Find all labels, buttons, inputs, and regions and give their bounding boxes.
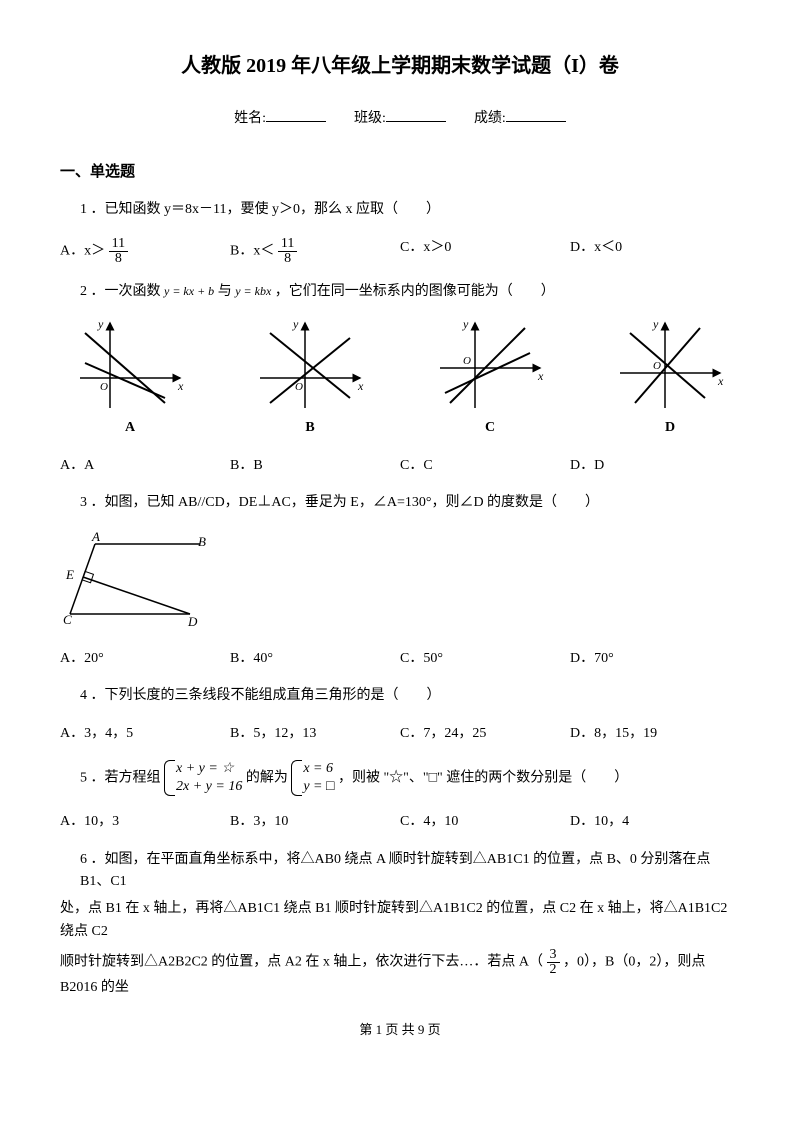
q2-optA: A．A	[60, 455, 230, 477]
q1-optA: A．x＞ 118	[60, 237, 230, 266]
q4-text: 4 ．下列长度的三条线段不能组成直角三角形的是（ ）	[80, 685, 740, 707]
class-label: 班级:	[354, 111, 386, 126]
q5-optA: A．10，3	[60, 811, 230, 833]
svg-text:O: O	[100, 381, 108, 393]
svg-text:x: x	[717, 374, 724, 388]
graph-D: x y O D	[610, 318, 730, 439]
q2-mid: 与	[218, 284, 232, 299]
frac-den: 8	[109, 252, 128, 266]
q1-optB-prefix: B．x＜	[230, 244, 274, 259]
q3-optD: D．70°	[570, 648, 740, 670]
q2-optC: C．C	[400, 455, 570, 477]
graph-B: x y O B	[250, 318, 370, 439]
q1-text: 1 ．已知函数 y＝8x－11，要使 y＞0，那么 x 应取（ ）	[80, 199, 740, 221]
q2-options: A．A B．B C．C D．D	[60, 455, 740, 477]
q5-brace1: x + y = ☆ 2x + y = 16	[164, 760, 242, 796]
q3-figure: A B C D E	[60, 529, 740, 637]
class-blank	[386, 107, 446, 122]
q4-optC: C．7，24，25	[400, 723, 570, 745]
q2-eq2: y = kbx	[235, 284, 271, 298]
q5-optD: D．10，4	[570, 811, 740, 833]
q4-optD: D．8，15，19	[570, 723, 740, 745]
q2-optB: B．B	[230, 455, 400, 477]
score-label: 成绩:	[474, 111, 506, 126]
q6-frac: 32	[547, 948, 560, 977]
q1-optC: C．x＞0	[400, 237, 570, 266]
q4-optB: B．5，12，13	[230, 723, 400, 745]
pt-D: D	[187, 614, 198, 629]
q6-line2: 处，点 B1 在 x 轴上，再将△AB1C1 绕点 B1 顺时针旋转到△A1B1…	[60, 898, 740, 943]
q5-brace2: x = 6 y = □	[291, 760, 334, 796]
q6-l3-pre: 顺时针旋转到△A2B2C2 的位置，点 A2 在 x 轴上，依次进行下去…．若点…	[60, 955, 543, 970]
svg-text:y: y	[652, 317, 659, 331]
q5-b2-l1: x = 6	[303, 760, 334, 778]
svg-text:y: y	[292, 317, 299, 331]
q1-optB-frac: 118	[278, 237, 297, 266]
q5-b1-l2: 2x + y = 16	[176, 778, 242, 796]
page-footer: 第 1 页 共 9 页	[60, 1020, 740, 1041]
student-info-row: 姓名: 班级: 成绩:	[60, 107, 740, 130]
q3-optB: B．40°	[230, 648, 400, 670]
q1-optB: B．x＜ 118	[230, 237, 400, 266]
svg-text:y: y	[462, 317, 469, 331]
svg-text:x: x	[537, 369, 544, 383]
q5-options: A．10，3 B．3，10 C．4，10 D．10，4	[60, 811, 740, 833]
q4-options: A．3，4，5 B．5，12，13 C．7，24，25 D．8，15，19	[60, 723, 740, 745]
pt-A: A	[91, 529, 100, 544]
frac-num: 11	[278, 237, 297, 252]
q1-optD: D．x＜0	[570, 237, 740, 266]
svg-text:O: O	[463, 355, 471, 367]
q2-graphs: x y O A x y O B	[70, 318, 730, 439]
graph-B-label: B	[250, 417, 370, 439]
section-heading: 一、单选题	[60, 160, 740, 184]
q3-optA: A．20°	[60, 648, 230, 670]
q5-b2-l2: y = □	[303, 778, 334, 796]
q2-eq1: y = kx + b	[164, 284, 214, 298]
score-blank	[506, 107, 566, 122]
q5-text: 5 ．若方程组 x + y = ☆ 2x + y = 16 的解为 x = 6 …	[80, 760, 740, 796]
q2-optD: D．D	[570, 455, 740, 477]
q6-line1: 6 ．如图，在平面直角坐标系中，将△AB0 绕点 A 顺时针旋转到△AB1C1 …	[80, 849, 740, 894]
svg-text:O: O	[653, 360, 661, 372]
graph-C: x y O C	[430, 318, 550, 439]
name-blank	[266, 107, 326, 122]
q4-optA: A．3，4，5	[60, 723, 230, 745]
q5-pre: 5 ．若方程组	[80, 770, 161, 785]
frac-num: 11	[109, 237, 128, 252]
q3-text: 3 ．如图，已知 AB//CD，DE⊥AC，垂足为 E，∠A=130°，则∠D …	[80, 492, 740, 514]
q6-line3: 顺时针旋转到△A2B2C2 的位置，点 A2 在 x 轴上，依次进行下去…．若点…	[60, 948, 740, 999]
q2-post: ，它们在同一坐标系内的图像可能为（ ）	[275, 284, 555, 299]
q1-options: A．x＞ 118 B．x＜ 118 C．x＞0 D．x＜0	[60, 237, 740, 266]
svg-text:x: x	[357, 379, 364, 393]
pt-B: B	[198, 534, 206, 549]
graph-A: x y O A	[70, 318, 190, 439]
q5-optB: B．3，10	[230, 811, 400, 833]
q3-options: A．20° B．40° C．50° D．70°	[60, 648, 740, 670]
q3-optC: C．50°	[400, 648, 570, 670]
graph-C-label: C	[430, 417, 550, 439]
pt-E: E	[65, 567, 74, 582]
name-label: 姓名:	[234, 111, 266, 126]
q5-post: ，则被 "☆"、"□" 遮住的两个数分别是（ ）	[338, 770, 628, 785]
q5-b1-l1: x + y = ☆	[176, 760, 242, 778]
svg-text:x: x	[177, 379, 184, 393]
q5-optC: C．4，10	[400, 811, 570, 833]
page-cur: 1	[376, 1022, 383, 1037]
q2-pre: 2 ．一次函数	[80, 284, 161, 299]
graph-D-label: D	[610, 417, 730, 439]
q2-text: 2 ．一次函数 y = kx + b 与 y = kbx ，它们在同一坐标系内的…	[80, 281, 740, 303]
page-total: 9	[418, 1022, 425, 1037]
page-title: 人教版 2019 年八年级上学期期末数学试题（I）卷	[60, 50, 740, 82]
pt-C: C	[63, 612, 72, 627]
q1-optA-frac: 118	[109, 237, 128, 266]
svg-text:y: y	[97, 317, 104, 331]
frac-den: 2	[547, 963, 560, 977]
frac-num: 3	[547, 948, 560, 963]
q5-mid: 的解为	[246, 770, 292, 785]
frac-den: 8	[278, 252, 297, 266]
q1-optA-prefix: A．x＞	[60, 244, 105, 259]
graph-A-label: A	[70, 417, 190, 439]
